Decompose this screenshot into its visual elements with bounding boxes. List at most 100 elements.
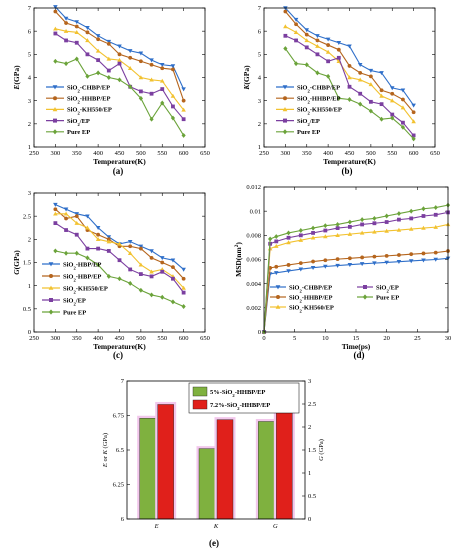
data-point <box>64 216 68 221</box>
data-point <box>310 225 316 231</box>
data-point <box>53 58 58 64</box>
bar <box>216 419 234 520</box>
x-tick-label: 600 <box>179 335 189 342</box>
plot-frame <box>33 192 206 333</box>
data-point <box>85 30 90 35</box>
data-point <box>106 75 111 80</box>
data-point <box>53 31 58 36</box>
data-point <box>74 214 79 219</box>
x-tick-label: 300 <box>51 150 61 157</box>
data-point <box>315 43 320 48</box>
y-tick-label: 3 <box>258 98 261 105</box>
data-point <box>149 292 154 298</box>
legend: 5%-SiO2-HHBP/EP 7.2%-SiO2-HHBP/EP <box>188 382 300 414</box>
data-point <box>63 207 69 212</box>
data-point <box>283 46 288 52</box>
bar <box>276 407 293 520</box>
data-point <box>372 221 377 226</box>
series-4 <box>261 202 451 335</box>
data-point <box>149 91 154 96</box>
panel-label: (b) <box>342 166 353 176</box>
x-tick-label: 350 <box>72 150 82 157</box>
data-point <box>181 98 186 103</box>
data-point <box>379 88 384 93</box>
series-line <box>263 223 449 333</box>
x-axis-label: Temperature(K) <box>93 157 146 166</box>
data-point <box>63 61 69 67</box>
data-point <box>411 103 416 108</box>
category-label: G <box>273 523 278 530</box>
y-tick-label: 0.004 <box>246 281 261 288</box>
data-point <box>149 255 154 260</box>
data-point <box>294 38 298 43</box>
x-tick-label: 550 <box>387 150 397 157</box>
data-point <box>421 225 426 230</box>
data-point <box>310 266 316 270</box>
series-4 <box>53 248 186 309</box>
data-point <box>286 269 291 274</box>
data-point <box>401 97 405 102</box>
y-right-tick-label: 1.5 <box>308 447 316 454</box>
legend-label: Pure EP <box>67 129 90 136</box>
data-point <box>127 65 133 70</box>
data-point <box>368 82 374 87</box>
data-point <box>390 112 395 117</box>
data-point <box>85 246 90 251</box>
data-point <box>53 5 58 10</box>
data-point <box>160 87 165 91</box>
data-point <box>323 228 328 233</box>
data-point <box>326 73 331 79</box>
data-point <box>384 253 389 258</box>
data-point <box>159 78 165 83</box>
y-tick-label: 7 <box>258 5 262 12</box>
legend-marker <box>52 129 58 135</box>
chart-panel-1: 250 300 350 400 450 500 550 600 650 1 2 3 4 5 6 7 Temper… <box>242 5 440 176</box>
data-point <box>360 217 365 223</box>
data-point <box>283 24 288 29</box>
data-point <box>411 119 416 124</box>
data-point <box>421 251 426 256</box>
data-point <box>379 93 384 98</box>
data-point <box>85 214 90 219</box>
x-tick-label: 400 <box>93 335 103 342</box>
data-point <box>117 57 122 62</box>
data-point <box>138 59 143 64</box>
y-right-tick-label: 2.5 <box>308 401 316 408</box>
data-point <box>368 99 373 104</box>
data-point <box>117 258 122 263</box>
y-right-axis-label: G (GPa) <box>318 439 325 461</box>
data-point <box>274 264 279 269</box>
data-point <box>170 64 176 69</box>
series-line <box>263 211 449 333</box>
y-tick-label: 6 <box>121 516 125 523</box>
legend-label: SiO2/EP <box>63 297 86 306</box>
data-point <box>294 22 298 27</box>
legend-marker <box>283 96 287 101</box>
x-tick-label: 500 <box>136 335 146 342</box>
data-point <box>117 44 122 49</box>
data-point <box>138 287 143 293</box>
legend-label: SiO2/EP <box>67 118 90 127</box>
y-tick-label: 4 <box>258 75 262 82</box>
legend-swatch <box>192 399 208 410</box>
y-tick-label: 5 <box>258 52 261 59</box>
data-point <box>347 44 352 49</box>
y-tick-label: 0.5 <box>23 306 31 313</box>
y-tick-label: 5 <box>28 52 31 59</box>
y-tick-label: 2 <box>28 121 31 128</box>
data-point <box>335 257 340 262</box>
data-point <box>96 262 101 268</box>
data-point <box>181 267 186 272</box>
data-point <box>170 258 176 263</box>
data-point <box>85 225 90 230</box>
data-point <box>400 88 406 93</box>
data-point <box>64 228 68 232</box>
x-tick-label: 400 <box>323 150 333 157</box>
data-point <box>372 229 377 234</box>
data-point <box>304 28 310 33</box>
data-point <box>53 248 58 254</box>
data-point <box>433 257 439 262</box>
series-1 <box>262 249 450 334</box>
y-tick-label: 1.5 <box>23 260 31 267</box>
data-point <box>117 61 122 66</box>
